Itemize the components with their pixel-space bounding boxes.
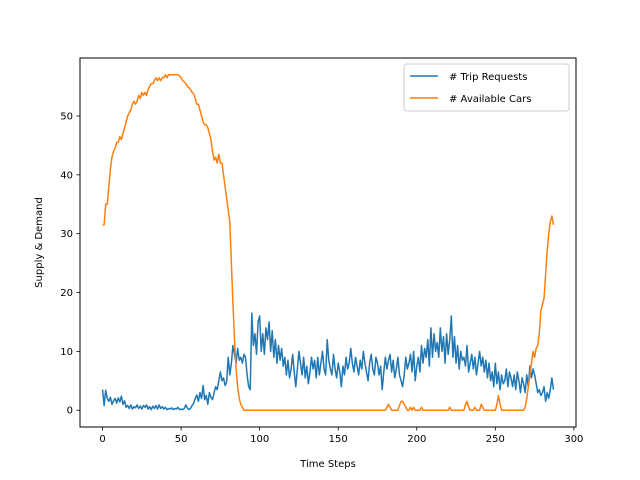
x-tick-label: 100	[250, 434, 269, 445]
axes-frame	[79, 57, 577, 428]
y-tick-label: 20	[60, 288, 73, 299]
series-layer	[101, 74, 555, 411]
x-tick-label: 0	[99, 434, 105, 445]
x-tick-label: 250	[486, 434, 505, 445]
y-axis-ticks: 0 10 20 30 40 50	[60, 111, 80, 417]
y-tick-label: 0	[67, 406, 73, 417]
legend-label-available-cars: # Available Cars	[449, 94, 531, 105]
y-tick-label: 30	[60, 229, 73, 240]
y-tick-label: 10	[60, 347, 73, 358]
legend-box	[403, 63, 570, 112]
x-tick-label: 150	[329, 434, 348, 445]
x-tick-label: 200	[407, 434, 426, 445]
y-tick-label: 40	[60, 170, 73, 181]
legend: # Trip Requests # Available Cars	[403, 63, 570, 112]
x-tick-label: 50	[175, 434, 188, 445]
y-axis-label: Supply & Demand	[34, 197, 45, 288]
series-line-trip-requests	[101, 312, 555, 411]
legend-label-trip-requests: # Trip Requests	[449, 72, 527, 83]
y-tick-label: 50	[60, 111, 73, 122]
x-tick-label: 300	[564, 434, 583, 445]
plot-area	[79, 57, 577, 428]
x-axis-label: Time Steps	[299, 459, 356, 470]
x-axis-ticks: 0 50 100 150 200 250 300	[99, 427, 583, 445]
series-line-available-cars	[102, 74, 555, 411]
